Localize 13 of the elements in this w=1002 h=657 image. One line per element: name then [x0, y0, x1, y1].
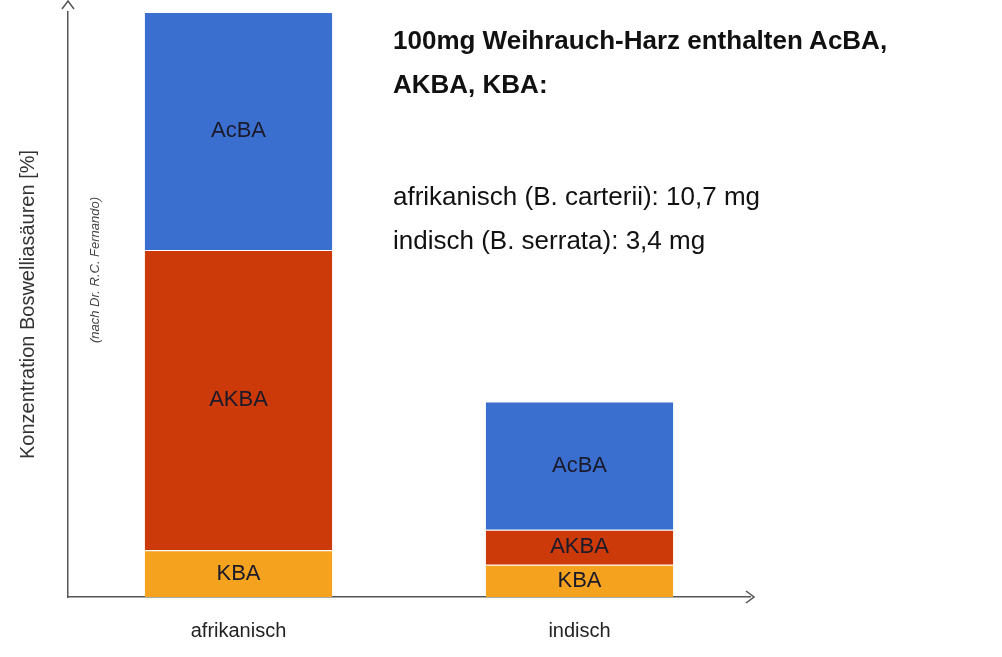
text: AcBA	[210, 117, 267, 143]
annotation: indisch (B. serrata): 3,4 mg	[393, 224, 707, 257]
series-label: KBA	[557, 566, 602, 592]
text: 100mg Weihrauch-Harz enthalten AcBA, AKBA, KBA:	[393, 24, 889, 101]
text: KBA	[216, 559, 261, 585]
annotation: (nach Dr. R.C. Fernando)	[86, 196, 102, 344]
text: AKBA	[209, 386, 268, 412]
annotation: afrikanisch (B. carterii): 10,7 mg	[393, 180, 761, 213]
series-label: AKBA	[550, 533, 610, 559]
x-tick-label: indisch	[548, 618, 611, 641]
series-label: AcBA	[551, 451, 608, 477]
x-tick-label: afrikanisch	[190, 618, 287, 641]
y-axis-title: Konzentration Boswelliasäuren [%]	[15, 149, 38, 460]
